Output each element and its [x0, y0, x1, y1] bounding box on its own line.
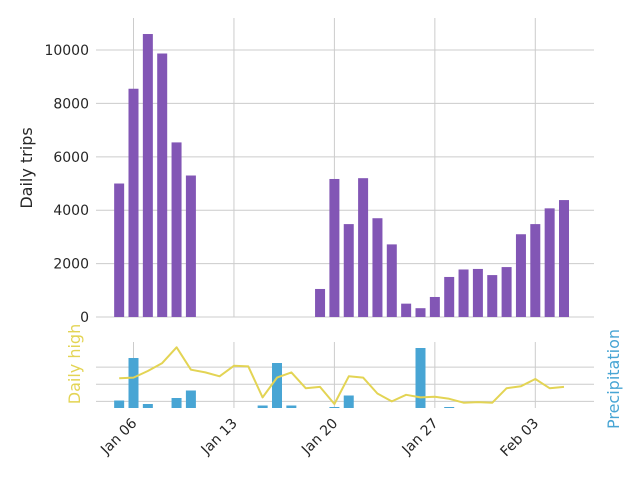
trips-bar: [157, 53, 168, 317]
trips-bar: [315, 288, 326, 317]
top-y-tick-label: 2000: [53, 257, 89, 273]
precipitation-bar: [185, 390, 196, 408]
trips-bar: [329, 178, 340, 317]
trips-bar: [171, 142, 182, 317]
trips-bar: [128, 88, 139, 317]
trips-bar: [559, 200, 569, 317]
bottom-right-y-axis-label: Precipitation: [604, 329, 623, 429]
top-y-axis-label: Daily trips: [17, 127, 36, 208]
trips-bar: [472, 268, 483, 317]
trips-bar: [515, 234, 526, 317]
trips-bar: [487, 275, 498, 317]
trips-bar: [386, 244, 397, 317]
trips-bar: [343, 224, 354, 317]
trips-bar: [530, 224, 541, 317]
precipitation-bar: [114, 400, 125, 408]
trips-bar: [358, 178, 369, 317]
precipitation-bars: [114, 348, 455, 408]
trips-bar: [142, 34, 153, 318]
precipitation-bar: [272, 363, 282, 408]
daily-high-series-line: [119, 346, 565, 405]
precipitation-bar: [128, 358, 139, 408]
trips-bar: [429, 296, 440, 317]
precipitation-bar: [142, 404, 153, 408]
top-y-tick-label: 0: [80, 310, 89, 326]
daily-high-line: [119, 346, 565, 405]
top-y-tick-label: 8000: [53, 96, 89, 112]
top-y-tick-label: 4000: [53, 203, 89, 219]
precipitation-bar: [286, 405, 297, 408]
trips-bar: [401, 303, 412, 317]
top-y-tick-labels: 0 2000 4000 6000 8000 10000: [44, 43, 89, 326]
trips-bar: [444, 276, 455, 317]
trips-bars: [114, 34, 569, 318]
precipitation-bar: [329, 407, 340, 408]
precipitation-bar: [444, 407, 455, 408]
trips-bar: [415, 308, 426, 317]
top-y-tick-label: 10000: [44, 43, 89, 59]
trips-bar: [372, 218, 383, 317]
precipitation-bar: [171, 398, 182, 408]
trips-bar: [501, 267, 512, 317]
trips-bar: [458, 269, 469, 317]
trips-bar: [185, 175, 196, 317]
precipitation-bar: [343, 395, 354, 408]
bottom-left-y-axis-label: Daily high: [65, 324, 84, 404]
trips-bar: [114, 183, 125, 317]
precipitation-bar: [415, 348, 426, 408]
precipitation-bar: [257, 405, 268, 408]
trips-bar: [544, 208, 555, 317]
top-y-tick-label: 6000: [53, 150, 89, 166]
